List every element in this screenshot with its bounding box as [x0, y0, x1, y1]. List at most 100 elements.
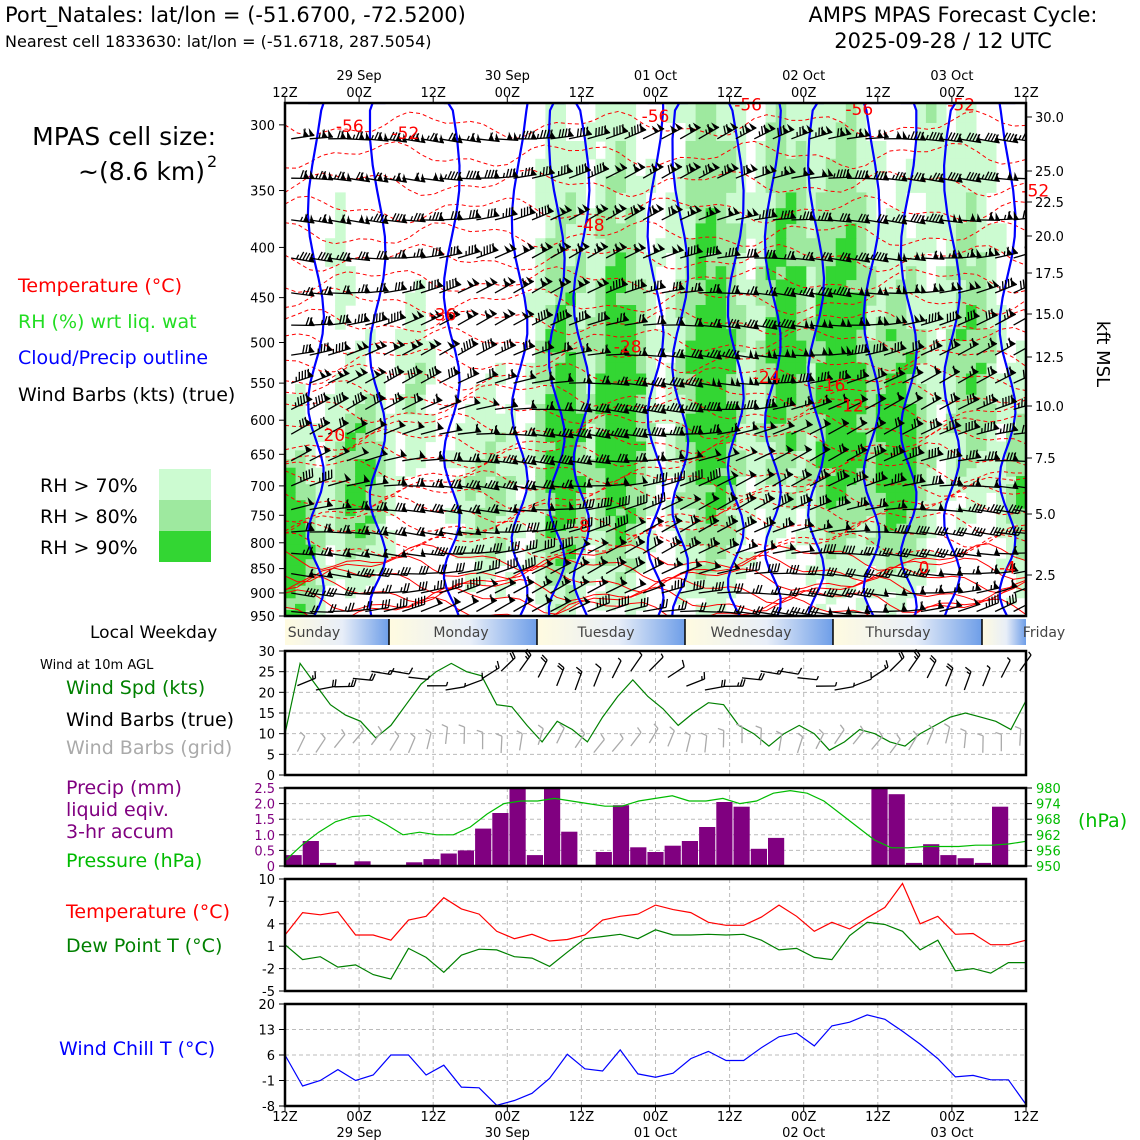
- upper-wind-barb: [828, 252, 852, 263]
- rh-cell: [665, 432, 677, 443]
- upper-wind-barb: [605, 277, 629, 294]
- rh-cell: [485, 492, 496, 501]
- rh-cell: [565, 423, 576, 434]
- rh-cell: [695, 266, 707, 281]
- rh-cell: [815, 362, 827, 375]
- rh-cell: [595, 305, 606, 318]
- rh-cell: [855, 523, 867, 531]
- upper-wind-barb: [587, 125, 611, 140]
- rh-cell: [635, 476, 647, 485]
- rh-cell: [865, 441, 877, 451]
- rh-cell: [645, 279, 657, 293]
- rh-cell: [595, 238, 606, 253]
- rh-cell: [325, 441, 336, 451]
- rh-cell: [335, 383, 346, 395]
- rh-cell: [1016, 523, 1026, 531]
- upper-wind-barb: [420, 132, 445, 144]
- rh-cell: [965, 141, 977, 160]
- rh-cell: [485, 423, 496, 434]
- rh-cell: [845, 565, 857, 573]
- rh-cell: [745, 192, 757, 209]
- upper-wind-barb: [309, 251, 333, 263]
- rh-cell: [735, 459, 747, 469]
- rh-cell: [705, 103, 717, 123]
- rh-cell: [925, 305, 937, 318]
- rh-cell: [405, 450, 416, 460]
- rh-cell: [705, 492, 717, 501]
- rh-cell: [805, 279, 817, 293]
- rh-cell: [445, 450, 456, 460]
- rh-cell: [725, 122, 737, 142]
- upper-wind-barb: [865, 342, 889, 356]
- rh-cell: [865, 432, 877, 443]
- rh-cell: [345, 459, 356, 469]
- rh-cell: [305, 578, 316, 586]
- rh-cell: [755, 317, 767, 330]
- upper-wind-barb: [531, 241, 553, 259]
- rh-cell: [735, 476, 747, 485]
- rh-cell: [735, 103, 747, 123]
- rh-cell: [765, 329, 777, 342]
- rh-cell: [535, 523, 546, 531]
- rh-cell: [996, 523, 1007, 531]
- rh-cell: [735, 340, 747, 353]
- upper-wind-barb: [957, 171, 982, 183]
- rh-cell: [595, 394, 606, 405]
- upper-wind-barb: [587, 344, 611, 356]
- rh-cell: [985, 223, 997, 239]
- upper-wind-barb: [735, 207, 759, 221]
- rh-cell: [945, 340, 957, 353]
- rh-cell: [755, 476, 767, 485]
- rh-cell: [285, 515, 296, 524]
- upper-wind-barb: [291, 251, 315, 263]
- upper-wind-barb: [476, 308, 497, 326]
- upper-wind-barb: [568, 126, 593, 140]
- rh-cell: [865, 317, 877, 330]
- rh-cell: [825, 340, 837, 353]
- rh-cell: [475, 441, 486, 451]
- rh-cell: [996, 317, 1007, 330]
- rh-cell: [945, 141, 957, 160]
- rh-cell: [755, 373, 767, 385]
- rh-cell: [815, 507, 827, 517]
- rh-cell: [405, 467, 416, 477]
- rh-cell: [745, 404, 757, 415]
- rh-cell: [865, 329, 877, 342]
- rh-cell: [465, 544, 476, 553]
- rh-cell: [825, 484, 837, 493]
- rh-cell: [905, 329, 917, 342]
- rh-cell: [375, 544, 386, 553]
- rh-cell: [825, 597, 837, 605]
- rh-cell: [535, 578, 546, 586]
- rh-cell: [285, 537, 296, 546]
- rh-cell: [595, 103, 606, 123]
- rh-cell: [875, 484, 887, 493]
- upper-wind-barb: [772, 250, 797, 261]
- rh-cell: [785, 362, 797, 375]
- rh-cell: [475, 394, 486, 405]
- legend-cloud: Cloud/Precip outline: [18, 347, 208, 369]
- rh-cell: [935, 266, 947, 281]
- rh-cell: [355, 432, 366, 443]
- rh-cell: [605, 340, 616, 353]
- rh-cell: [715, 122, 727, 142]
- upper-wind-barb: [550, 164, 574, 179]
- rh-cell: [475, 578, 486, 586]
- rh-cell: [815, 523, 827, 531]
- rh-cell: [835, 340, 847, 353]
- rh-cell: [965, 223, 977, 239]
- rh-cell: [535, 591, 546, 599]
- rh-cell: [725, 292, 737, 306]
- rh-cell: [675, 223, 687, 239]
- upper-wind-barb: [698, 122, 720, 140]
- rh-cell: [565, 467, 576, 477]
- rh-cell: [935, 492, 947, 501]
- rh-cell: [725, 500, 737, 509]
- rh-cell: [625, 317, 637, 330]
- rh-cell: [845, 394, 857, 405]
- rh-cell: [625, 340, 637, 353]
- legend-wind-barbs: Wind Barbs (kts) (true): [18, 384, 235, 406]
- rh-cell: [975, 351, 987, 364]
- rh-cell: [565, 394, 576, 405]
- rh-cell: [565, 317, 576, 330]
